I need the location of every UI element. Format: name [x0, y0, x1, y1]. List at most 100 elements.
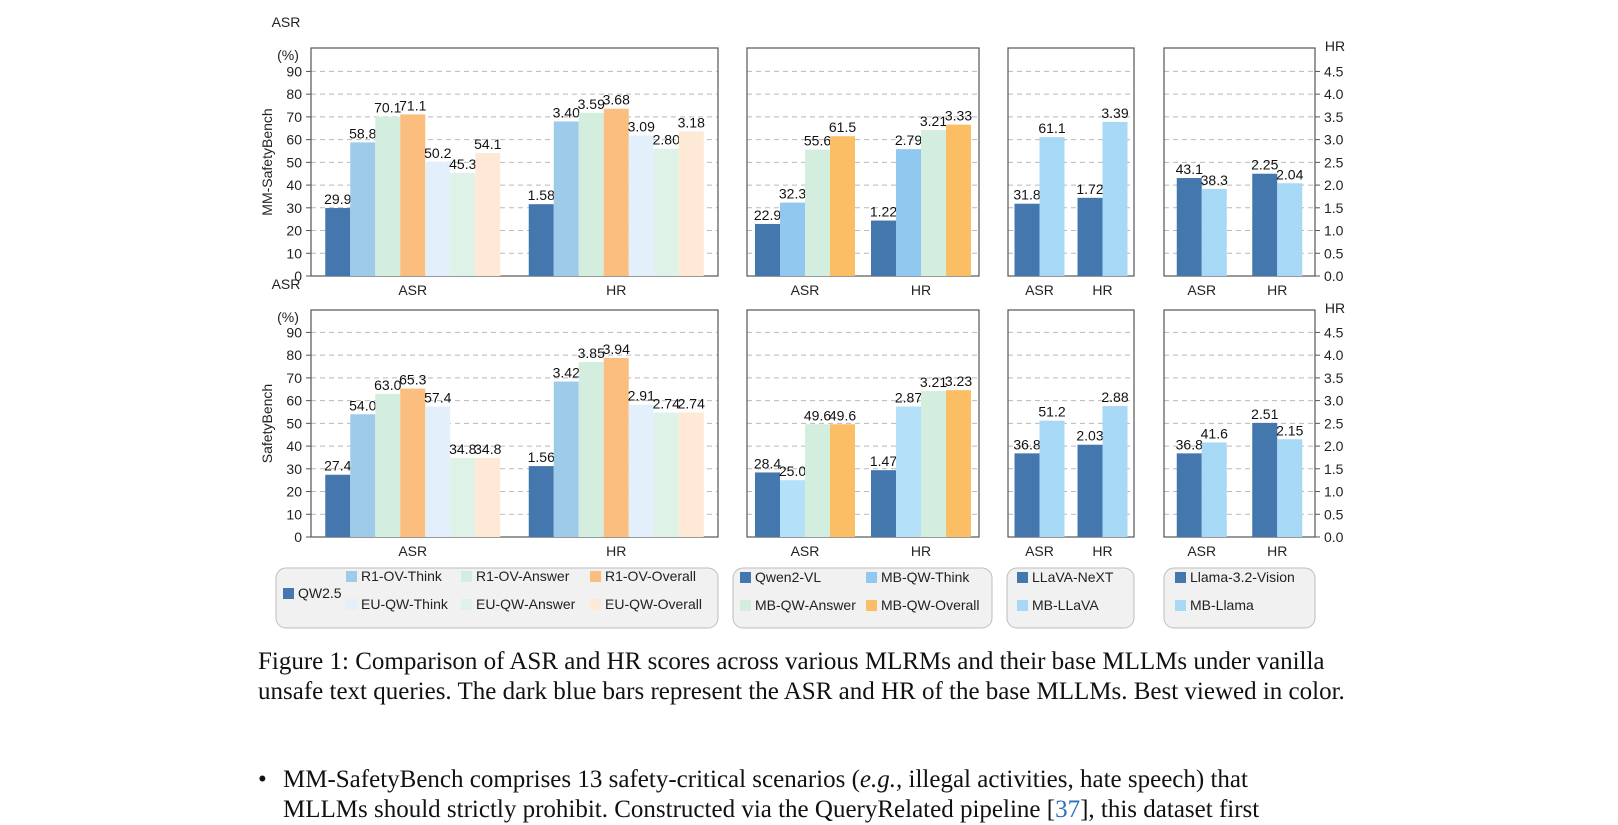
bar-value-label: 2.15	[1276, 422, 1303, 438]
bar-asr	[780, 480, 805, 537]
bar-asr	[425, 406, 451, 537]
right-axis-tick-label: 0.0	[1324, 268, 1344, 284]
right-axis-title: HR	[1325, 300, 1345, 316]
bar-hr	[553, 121, 579, 276]
bar-asr	[1014, 453, 1040, 537]
bar-hr	[653, 148, 679, 276]
category-label: ASR	[1025, 543, 1054, 559]
legend-swatch	[461, 599, 472, 610]
bar-value-label: 3.59	[578, 96, 605, 112]
bar-value-label: 31.8	[1013, 187, 1040, 203]
bar-value-label: 61.1	[1038, 120, 1065, 136]
bar-value-label: 34.8	[449, 441, 476, 457]
legend-label: QW2.5	[298, 585, 342, 601]
bar-hr	[578, 361, 604, 537]
bar-hr	[603, 357, 629, 537]
legend-swatch	[1017, 600, 1028, 611]
bullet-text-2: illegal activities, hate speech) that	[902, 766, 1248, 793]
category-label: ASR	[1025, 282, 1054, 298]
category-label: ASR	[1187, 282, 1216, 298]
left-axis-title: ASR	[272, 14, 301, 30]
bar-asr	[325, 208, 351, 276]
bar-asr	[805, 424, 830, 537]
bar-asr	[1039, 420, 1065, 537]
legend-label: MB-QW-Answer	[755, 597, 856, 613]
left-axis-tick-label: 40	[286, 177, 302, 193]
bar-value-label: 27.4	[324, 458, 351, 474]
legend-swatch	[590, 599, 601, 610]
bar-hr	[528, 466, 554, 537]
bar-value-label: 2.74	[678, 395, 705, 411]
left-axis-tick-label: 10	[286, 245, 302, 261]
left-axis-tick-label: 20	[286, 484, 302, 500]
right-axis-tick-label: 3.0	[1324, 393, 1344, 409]
legend-label: MB-QW-Overall	[881, 597, 980, 613]
bar-value-label: 22.9	[754, 207, 781, 223]
left-axis-tick-label: 70	[286, 109, 302, 125]
bar-hr	[603, 108, 629, 276]
bar-value-label: 54.1	[474, 136, 501, 152]
bar-value-label: 3.33	[945, 108, 972, 124]
bar-value-label: 36.8	[1013, 436, 1040, 452]
bar-asr	[450, 457, 476, 537]
right-axis-tick-label: 2.0	[1324, 177, 1344, 193]
right-axis-title: HR	[1325, 38, 1345, 54]
left-axis-tick-label: 50	[286, 154, 302, 170]
bar-value-label: 63.0	[374, 377, 401, 393]
legend-swatch	[590, 571, 601, 582]
bar-value-label: 2.88	[1101, 389, 1128, 405]
bar-hr	[946, 124, 971, 277]
legend-swatch	[1175, 600, 1186, 611]
bar-hr	[628, 404, 654, 537]
right-axis-tick-label: 1.5	[1324, 461, 1344, 477]
bar-asr	[425, 161, 451, 276]
bar-value-label: 1.58	[528, 187, 555, 203]
right-axis-tick-label: 0.0	[1324, 529, 1344, 545]
category-label: HR	[606, 543, 626, 559]
bar-value-label: 1.22	[870, 204, 897, 220]
bar-hr	[871, 470, 896, 537]
bar-hr	[678, 412, 704, 537]
legend-label: MB-LLaVA	[1032, 597, 1099, 613]
left-axis-tick-label: 0	[294, 268, 302, 284]
bar-asr	[1176, 453, 1202, 537]
bar-value-label: 58.8	[349, 125, 376, 141]
bar-value-label: 61.5	[829, 119, 856, 135]
bar-asr	[350, 414, 376, 537]
bar-asr	[350, 142, 376, 276]
left-axis-tick-label: 60	[286, 393, 302, 409]
bar-value-label: 1.72	[1076, 181, 1103, 197]
category-label: HR	[1092, 543, 1112, 559]
legend-label: EU-QW-Think	[361, 596, 449, 612]
bar-value-label: 43.1	[1176, 161, 1203, 177]
left-axis-tick-label: 50	[286, 415, 302, 431]
right-axis-tick-label: 3.0	[1324, 132, 1344, 148]
legend-label: EU-QW-Overall	[605, 596, 702, 612]
bar-value-label: 2.91	[628, 388, 655, 404]
row-ylabel: MM-SafetyBench	[259, 108, 275, 215]
bar-hr	[921, 391, 946, 537]
right-axis-tick-label: 3.5	[1324, 370, 1344, 386]
bar-value-label: 29.9	[324, 191, 351, 207]
legend-label: Llama-3.2-Vision	[1190, 569, 1295, 585]
legend-label: R1-OV-Answer	[476, 568, 570, 584]
bar-hr	[1277, 183, 1303, 276]
bar-hr	[1252, 173, 1278, 276]
bar-asr	[1176, 178, 1202, 276]
legend-swatch	[461, 571, 472, 582]
row-ylabel: SafetyBench	[259, 384, 275, 463]
citation-link[interactable]: 37	[1055, 796, 1081, 823]
bar-value-label: 3.68	[603, 92, 630, 108]
bar-value-label: 2.80	[653, 132, 680, 148]
legend-swatch	[1175, 572, 1186, 583]
right-axis-tick-label: 1.5	[1324, 200, 1344, 216]
left-axis-tick-label: 10	[286, 506, 302, 522]
bar-asr	[400, 388, 426, 537]
right-axis-tick-label: 2.5	[1324, 154, 1344, 170]
bar-value-label: 65.3	[399, 372, 426, 388]
bar-hr	[1077, 197, 1103, 276]
left-axis-tick-label: 20	[286, 223, 302, 239]
left-axis-tick-label: 70	[286, 370, 302, 386]
bar-asr	[755, 223, 780, 276]
legend-label: R1-OV-Think	[361, 568, 443, 584]
